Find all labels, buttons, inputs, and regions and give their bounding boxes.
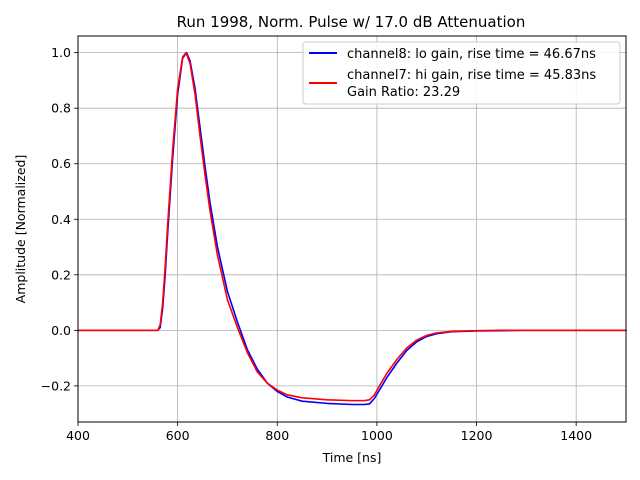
x-tick-label: 1400 (560, 428, 592, 443)
plot-frame (77, 35, 627, 423)
chart-title: Run 1998, Norm. Pulse w/ 17.0 dB Attenua… (177, 13, 526, 31)
x-tick-label: 800 (265, 428, 289, 443)
legend: channel8: lo gain, rise time = 46.67ns c… (302, 41, 621, 105)
x-tick-label: 600 (166, 428, 190, 443)
x-tick-label: 400 (66, 428, 90, 443)
series-layer (77, 51, 627, 406)
legend-label-channel8: channel8: lo gain, rise time = 46.67ns (347, 47, 596, 62)
y-tick-label: 0.0 (51, 323, 71, 338)
y-tick-label: 0.6 (51, 156, 71, 171)
y-tick-label: 0.8 (51, 101, 71, 116)
y-tick-label: 1.0 (51, 45, 71, 60)
y-axis-label: Amplitude [Normalized] (13, 155, 28, 304)
series-line-channel7 (77, 51, 627, 402)
y-tick-label: 0.4 (51, 212, 71, 227)
legend-gain-ratio: Gain Ratio: 23.29 (347, 85, 460, 100)
y-tick-label: 0.2 (51, 267, 71, 282)
legend-frame (302, 41, 621, 105)
y-tick-label: −0.2 (41, 378, 71, 393)
x-tick-label: 1000 (361, 428, 393, 443)
series-line-channel8 (77, 51, 627, 406)
x-axis-label: Time [ns] (322, 450, 382, 465)
legend-label-channel7: channel7: hi gain, rise time = 45.83ns (347, 68, 596, 83)
axis-ticks: 400 600 800 1000 1200 1400 −0.2 0.0 0.2 0.4 0.6 0.8… (41, 45, 592, 443)
x-tick-label: 1200 (461, 428, 493, 443)
